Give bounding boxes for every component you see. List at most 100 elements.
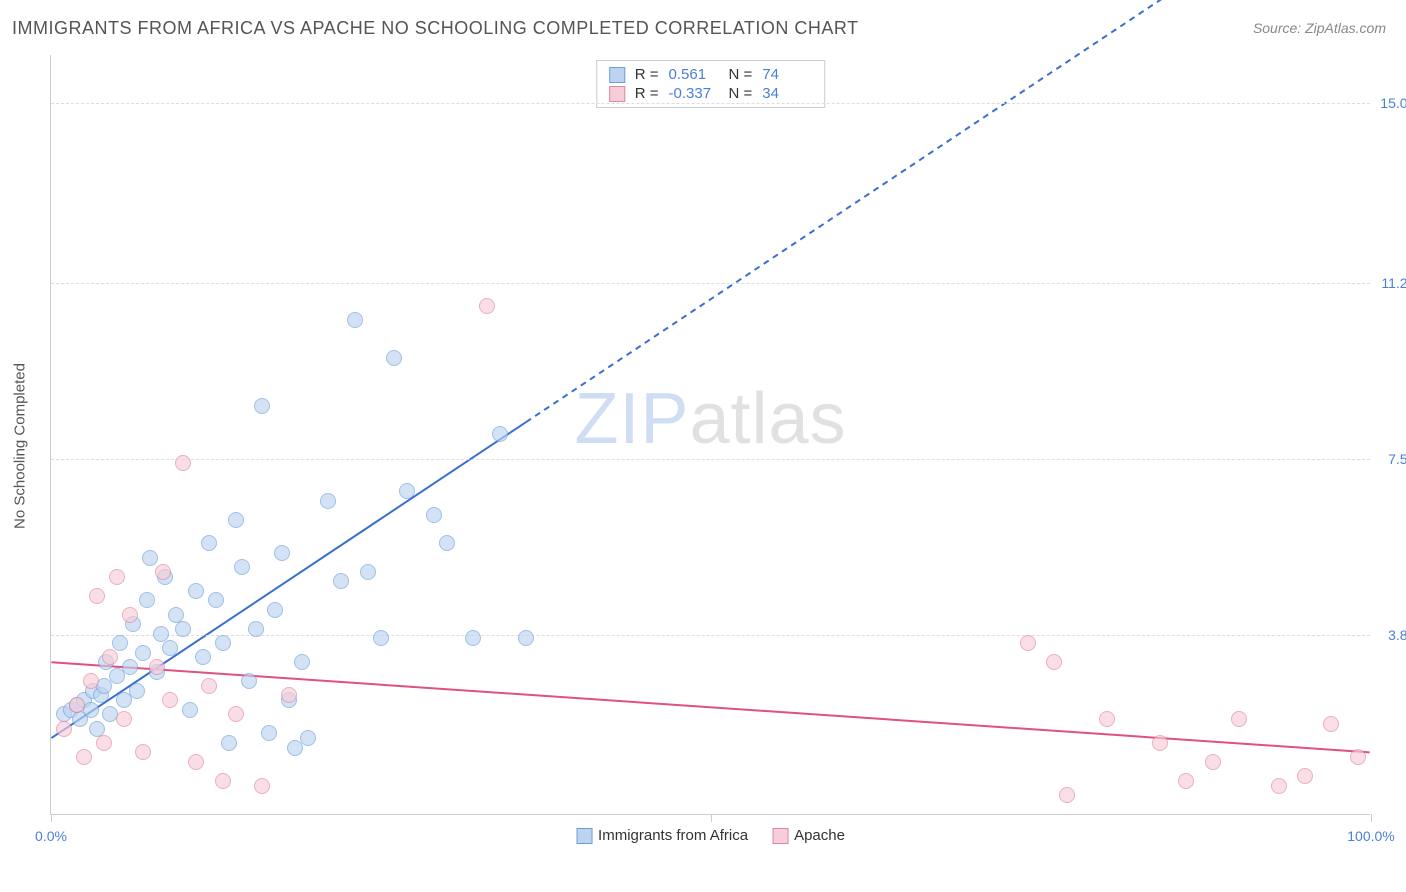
scatter-point <box>241 673 257 689</box>
chart-title: IMMIGRANTS FROM AFRICA VS APACHE NO SCHO… <box>12 18 859 39</box>
scatter-point <box>248 621 264 637</box>
scatter-point <box>208 592 224 608</box>
x-tick-label: 100.0% <box>1347 828 1394 844</box>
scatter-point <box>1205 754 1221 770</box>
legend-label: Immigrants from Africa <box>598 827 748 844</box>
stats-row: R = -0.337 N = 34 <box>609 84 813 103</box>
scatter-point <box>153 626 169 642</box>
stats-row: R = 0.561 N = 74 <box>609 65 813 84</box>
gridline <box>51 459 1370 460</box>
legend-swatch <box>576 828 592 844</box>
scatter-point <box>281 687 297 703</box>
scatter-point <box>182 702 198 718</box>
scatter-point <box>139 592 155 608</box>
scatter-point <box>201 678 217 694</box>
stats-n-value: 74 <box>762 66 812 83</box>
stats-r-value: 0.561 <box>669 66 719 83</box>
scatter-point <box>162 692 178 708</box>
y-tick-label: 15.0% <box>1375 95 1406 111</box>
stats-n-label: N = <box>729 85 753 102</box>
y-axis-label: No Schooling Completed <box>12 363 29 529</box>
scatter-point <box>1297 768 1313 784</box>
scatter-point <box>254 398 270 414</box>
scatter-point <box>1271 778 1287 794</box>
scatter-point <box>1046 654 1062 670</box>
legend-item: Apache <box>772 827 845 844</box>
gridline <box>51 635 1370 636</box>
legend-item: Immigrants from Africa <box>576 827 748 844</box>
scatter-point <box>320 493 336 509</box>
scatter-point <box>267 602 283 618</box>
scatter-point <box>492 426 508 442</box>
scatter-point <box>228 706 244 722</box>
scatter-point <box>102 649 118 665</box>
y-tick-label: 3.8% <box>1375 627 1406 643</box>
scatter-point <box>1350 749 1366 765</box>
scatter-point <box>373 630 389 646</box>
scatter-point <box>129 683 145 699</box>
scatter-point <box>215 773 231 789</box>
gridline <box>51 283 1370 284</box>
legend-swatch <box>609 67 625 83</box>
scatter-point <box>347 312 363 328</box>
scatter-point <box>162 640 178 656</box>
scatter-point <box>142 550 158 566</box>
scatter-point <box>1323 716 1339 732</box>
scatter-point <box>56 721 72 737</box>
scatter-point <box>234 559 250 575</box>
scatter-point <box>188 583 204 599</box>
legend-swatch <box>772 828 788 844</box>
scatter-point <box>426 507 442 523</box>
scatter-point <box>333 573 349 589</box>
bottom-legend: Immigrants from Africa Apache <box>576 827 845 844</box>
chart-container: IMMIGRANTS FROM AFRICA VS APACHE NO SCHO… <box>0 0 1406 892</box>
scatter-point <box>76 749 92 765</box>
scatter-point <box>386 350 402 366</box>
x-tick <box>711 814 712 822</box>
legend-swatch <box>609 86 625 102</box>
y-tick-label: 7.5% <box>1375 451 1406 467</box>
scatter-point <box>175 621 191 637</box>
scatter-point <box>1152 735 1168 751</box>
scatter-point <box>479 298 495 314</box>
scatter-point <box>300 730 316 746</box>
scatter-point <box>360 564 376 580</box>
stats-legend-box: R = 0.561 N = 74 R = -0.337 N = 34 <box>596 60 826 108</box>
scatter-point <box>201 535 217 551</box>
scatter-point <box>1178 773 1194 789</box>
scatter-point <box>1020 635 1036 651</box>
stats-r-label: R = <box>635 66 659 83</box>
legend-label: Apache <box>794 827 845 844</box>
scatter-point <box>122 659 138 675</box>
trend-lines-svg <box>51 55 1370 814</box>
x-tick <box>51 814 52 822</box>
scatter-point <box>518 630 534 646</box>
scatter-point <box>135 645 151 661</box>
scatter-point <box>228 512 244 528</box>
scatter-point <box>274 545 290 561</box>
scatter-point <box>112 635 128 651</box>
scatter-point <box>109 569 125 585</box>
scatter-point <box>175 455 191 471</box>
x-tick <box>1371 814 1372 822</box>
scatter-point <box>83 673 99 689</box>
stats-r-label: R = <box>635 85 659 102</box>
stats-n-value: 34 <box>762 85 812 102</box>
scatter-point <box>221 735 237 751</box>
scatter-point <box>1099 711 1115 727</box>
scatter-point <box>254 778 270 794</box>
scatter-point <box>195 649 211 665</box>
stats-r-value: -0.337 <box>669 85 719 102</box>
scatter-point <box>116 711 132 727</box>
scatter-point <box>261 725 277 741</box>
scatter-point <box>149 659 165 675</box>
stats-n-label: N = <box>729 66 753 83</box>
scatter-point <box>465 630 481 646</box>
gridline <box>51 103 1370 104</box>
scatter-point <box>439 535 455 551</box>
scatter-point <box>89 588 105 604</box>
scatter-point <box>96 735 112 751</box>
scatter-point <box>399 483 415 499</box>
scatter-point <box>122 607 138 623</box>
scatter-point <box>135 744 151 760</box>
